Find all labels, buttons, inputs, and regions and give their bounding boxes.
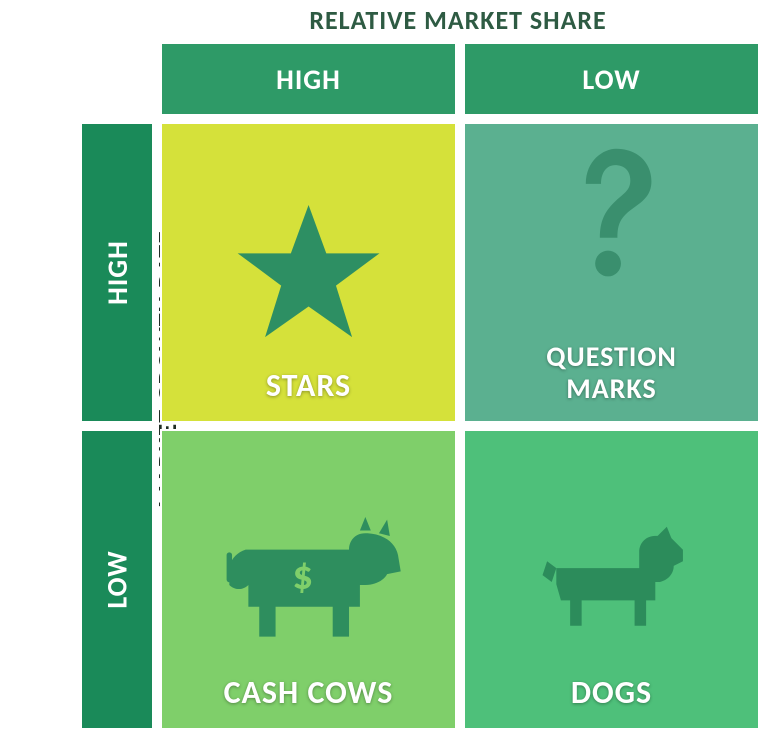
row-header-label: LOW [99,550,134,608]
col-header-high: HIGH [160,42,457,116]
quadrant-stars: STARS [160,122,457,423]
quadrant-label: QUESTIONMARKS [546,341,677,405]
svg-text:$: $ [293,550,314,600]
col-header-label: LOW [582,62,640,97]
row-header-label: HIGH [99,240,134,305]
quadrant-question-marks: QUESTIONMARKS [463,122,760,423]
quadrant-label: STARS [266,368,351,405]
row-header-high: HIGH [80,122,154,423]
matrix-grid: HIGH LOW HIGH STARS [80,42,760,730]
x-axis-title: RELATIVE MARKET SHARE [160,4,756,36]
row-header-low: LOW [80,429,154,730]
quadrant-label: CASH COWS [224,675,394,712]
grid-corner [80,42,154,116]
quadrant-dogs: DOGS [463,429,760,730]
col-header-label: HIGH [276,62,341,97]
quadrant-label: DOGS [571,675,652,712]
bcg-matrix: RELATIVE MARKET SHARE MARKET GROWTH RATE… [0,0,768,738]
quadrant-cash-cows: $ CASH COWS [160,429,457,730]
col-header-low: LOW [463,42,760,116]
